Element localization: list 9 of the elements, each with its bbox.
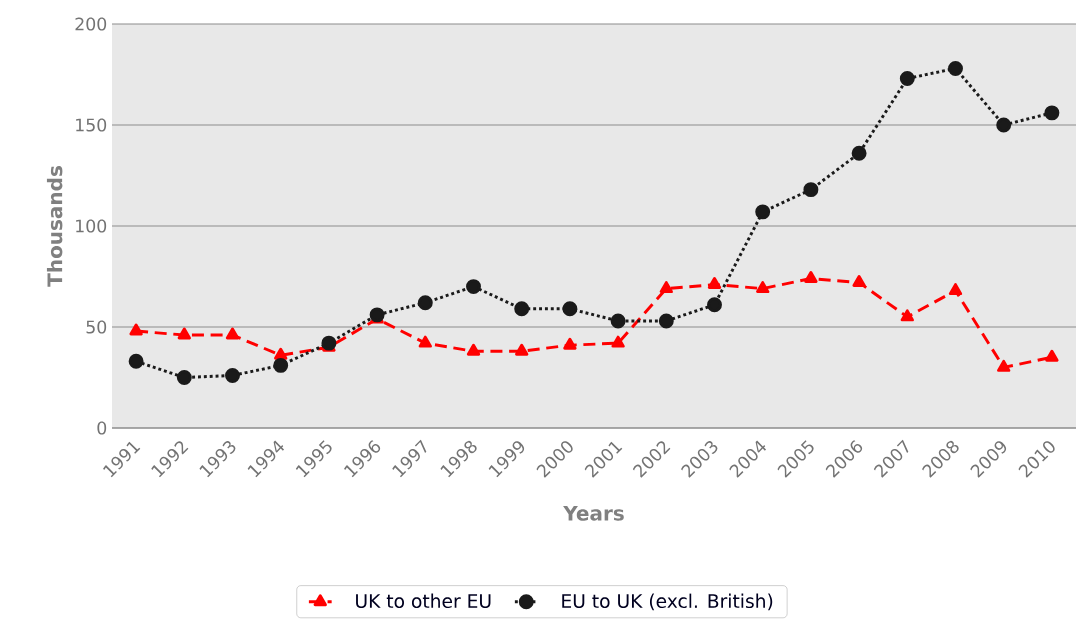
y-tick-label: 100 [76, 219, 107, 233]
y-tick-label: 0 [97, 421, 107, 435]
y-tick-label: 200 [75, 17, 107, 31]
legend-label: EU to UK (excl. British) [562, 593, 773, 611]
y-axis-title: Thousands [46, 166, 63, 287]
y-tick-label: 150 [76, 118, 107, 132]
legend-label: UK to other EU [356, 593, 491, 609]
y-tick-label: 50 [86, 320, 107, 334]
x-axis-title: Years [563, 505, 624, 521]
